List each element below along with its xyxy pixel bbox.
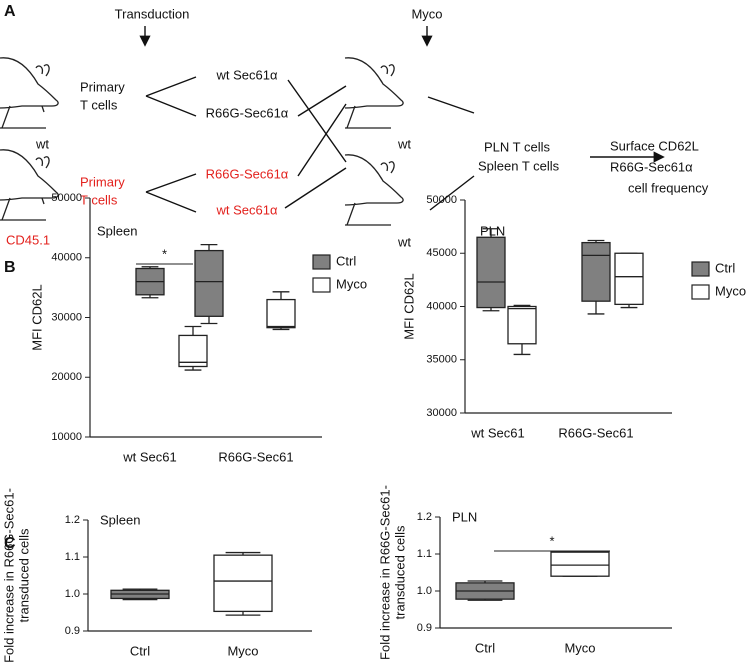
y-tick-label: 50000	[51, 192, 82, 204]
x-tick-label: Myco	[227, 643, 258, 658]
connector	[284, 167, 347, 209]
significance-label: *	[162, 246, 167, 261]
chart-title: Spleen	[100, 512, 140, 527]
y-tick-label: 0.9	[417, 622, 432, 634]
step-label: Myco	[411, 6, 442, 21]
box	[266, 298, 296, 329]
construct-label: wt Sec61α	[216, 202, 278, 217]
x-tick-label: Ctrl	[475, 640, 495, 655]
legend-label: Myco	[336, 276, 367, 291]
box	[507, 305, 537, 345]
cell-label: Primary	[80, 79, 125, 94]
legend-swatch	[312, 277, 331, 293]
cell-label: Spleen T cells	[478, 158, 560, 173]
mouse-icon	[344, 57, 404, 129]
y-tick-label: 1.2	[65, 514, 80, 526]
chart-title: Spleen	[97, 223, 137, 238]
y-axis-label: transduced cells	[392, 525, 407, 619]
y-axis-label: Fold increase in R66G-Sec61-	[1, 488, 16, 663]
connector	[297, 103, 347, 177]
mouse-icon	[344, 154, 404, 226]
box	[178, 334, 208, 368]
y-tick-label: 0.9	[65, 625, 80, 637]
construct-label: R66G-Sec61α	[206, 166, 289, 181]
mouse-label: CD45.1	[6, 232, 50, 247]
y-tick-label: 20000	[51, 371, 82, 383]
mouse-icon	[0, 149, 59, 221]
readout-label: Surface CD62L	[610, 138, 699, 153]
chart-title: PLN	[480, 223, 505, 238]
readout-label: cell frequency	[628, 180, 709, 195]
y-tick-label: 50000	[426, 194, 457, 206]
y-tick-label: 30000	[426, 407, 457, 419]
mouse-icon	[0, 57, 59, 129]
legend-label: Ctrl	[336, 253, 356, 268]
cell-label: T cells	[80, 192, 118, 207]
y-tick-label: 1.0	[65, 588, 80, 600]
box	[614, 252, 644, 306]
box	[194, 249, 224, 317]
connector	[287, 79, 347, 163]
x-tick-label: Myco	[564, 640, 595, 655]
chart-title: PLN	[452, 509, 477, 524]
y-tick-label: 10000	[51, 431, 82, 443]
legend-swatch	[691, 261, 710, 277]
x-tick-label: R66G-Sec61	[218, 449, 293, 464]
y-tick-label: 40000	[426, 300, 457, 312]
connector	[145, 191, 197, 213]
y-tick-label: 45000	[426, 247, 457, 259]
readout-label: R66G-Sec61α	[610, 159, 693, 174]
cell-label: Primary	[80, 174, 125, 189]
diagram: A Transduction Myco Primary T cells wt P	[0, 3, 709, 552]
legend-swatch	[691, 284, 710, 300]
x-tick-label: wt Sec61	[122, 449, 176, 464]
mouse-label: wt	[397, 234, 411, 249]
y-tick-label: 1.2	[417, 511, 432, 523]
mouse-label: wt	[397, 136, 411, 151]
x-tick-label: Ctrl	[130, 643, 150, 658]
cell-label: PLN T cells	[484, 139, 550, 154]
y-axis-label: MFI CD62L	[29, 284, 44, 350]
legend-swatch	[312, 254, 331, 270]
connector	[297, 85, 347, 117]
y-axis-label: MFI CD62L	[401, 273, 416, 339]
panel-label: A	[4, 3, 16, 20]
connector	[145, 173, 197, 193]
y-tick-label: 1.0	[417, 585, 432, 597]
connector	[429, 175, 475, 211]
x-tick-label: R66G-Sec61	[558, 425, 633, 440]
cell-label: T cells	[80, 97, 118, 112]
legend-label: Ctrl	[715, 260, 735, 275]
y-tick-label: 1.1	[417, 548, 432, 560]
y-axis-label: Fold increase in R66G-Sec61-	[377, 485, 392, 660]
box	[581, 241, 611, 302]
connector	[145, 95, 197, 117]
significance-label: *	[549, 533, 554, 548]
box	[476, 236, 506, 309]
box	[550, 551, 610, 577]
connector	[145, 76, 197, 97]
legend-label: Myco	[715, 283, 746, 298]
panel-label: B	[4, 259, 16, 276]
y-axis-label: transduced cells	[16, 528, 31, 622]
box	[213, 554, 273, 613]
panel-label: C	[4, 535, 16, 552]
construct-label: R66G-Sec61α	[206, 105, 289, 120]
x-tick-label: wt Sec61	[470, 425, 524, 440]
connector	[427, 96, 475, 114]
construct-label: wt Sec61α	[216, 67, 278, 82]
step-label: Transduction	[115, 6, 190, 21]
y-tick-label: 30000	[51, 311, 82, 323]
mouse-label: wt	[35, 136, 49, 151]
y-tick-label: 40000	[51, 252, 82, 264]
y-tick-label: 35000	[426, 354, 457, 366]
y-tick-label: 1.1	[65, 551, 80, 563]
